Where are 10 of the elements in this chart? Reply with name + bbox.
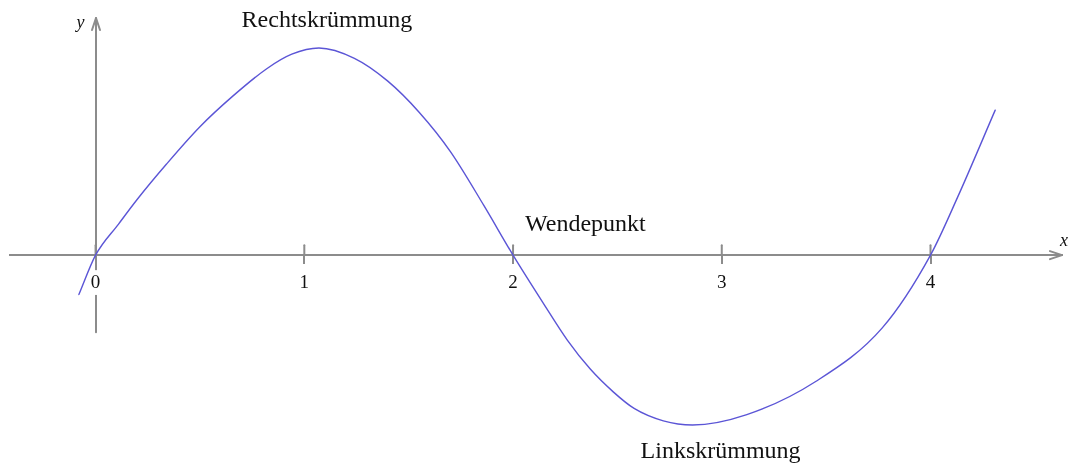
x-tick-label: 0 [90, 270, 101, 292]
annotation: Wendepunkt [525, 210, 647, 237]
x-axis-title: x [1059, 230, 1068, 251]
annotation: Linkskrümmung [640, 437, 801, 463]
x-tick-label: 1 [299, 270, 310, 292]
annotation: Rechtskrümmung [241, 6, 413, 32]
x-tick-label: 2 [508, 270, 518, 292]
y-axis-title: y [74, 11, 85, 32]
x-tick-label: 3 [717, 270, 727, 292]
x-tick-label: 4 [925, 270, 936, 292]
